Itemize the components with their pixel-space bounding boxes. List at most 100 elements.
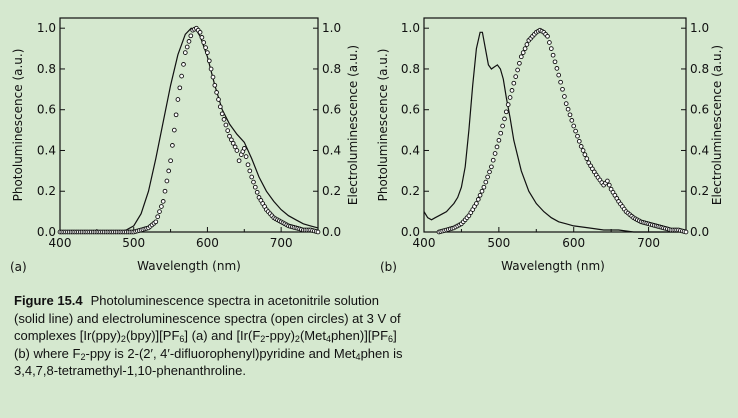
el-point-b — [578, 144, 584, 149]
el-point-b — [554, 66, 560, 71]
y-right-tick-labels-a: 0.0 0.2 0.4 0.6 0.8 1.0 — [322, 21, 341, 239]
series-group-b — [423, 27, 689, 235]
caption-sub: 2 — [260, 334, 266, 344]
y-left-tick-label-b: 0.0 — [401, 225, 420, 239]
el-point-b — [576, 138, 582, 144]
el-point-a — [173, 112, 179, 118]
el-point-a — [251, 179, 256, 185]
el-point-a — [201, 40, 207, 45]
x-axis-label-b: Wavelength (nm) — [501, 259, 605, 273]
el-point-a — [254, 189, 260, 195]
el-point-b — [571, 123, 577, 129]
y-right-tick-label-a: 0.6 — [322, 103, 341, 117]
el-point-b — [485, 174, 490, 180]
y-right-tick-label-b: 1.0 — [690, 21, 709, 35]
el-point-b — [502, 116, 507, 122]
caption-text-6: phen)][PF — [330, 328, 389, 343]
axis-ticks-a — [59, 27, 319, 233]
el-point-b — [487, 169, 492, 175]
series-group-a — [57, 25, 321, 235]
el-point-b — [496, 137, 502, 143]
el-point-b — [505, 102, 511, 107]
el-point-a — [160, 199, 166, 204]
el-point-b — [522, 46, 528, 51]
el-point-b — [606, 182, 612, 188]
el-point-a — [186, 39, 192, 44]
el-point-b — [548, 46, 554, 51]
y-axis-left-label-a: Photoluminescence (a.u.) — [11, 49, 25, 202]
el-point-a — [179, 73, 184, 79]
el-point-a — [232, 144, 238, 150]
el-point-a — [219, 111, 225, 117]
el-point-a — [184, 44, 190, 50]
el-point-a — [199, 35, 205, 40]
el-point-b — [584, 156, 590, 161]
y-left-tick-label-a: 1.0 — [37, 21, 56, 35]
y-left-tick-labels-a: 0.0 0.2 0.4 0.6 0.8 1.0 — [37, 21, 56, 239]
el-point-b — [500, 123, 505, 129]
y-left-tick-label-a: 0.8 — [37, 62, 56, 76]
pl-line-a — [60, 27, 319, 233]
el-point-b — [511, 80, 517, 86]
y-right-tick-label-b: 0.4 — [690, 143, 709, 157]
el-point-b — [565, 106, 571, 112]
el-point-b — [492, 151, 498, 156]
x-tick-label-a: 500 — [122, 236, 145, 250]
chart-panel-b: 400 500 600 700 0.00.20.40.60.81.0 0.00.20.… — [376, 17, 724, 274]
el-point-b — [481, 184, 487, 190]
el-point-b — [550, 52, 556, 58]
caption-label: Figure 15.4 — [14, 293, 83, 308]
x-tick-label-a: 600 — [196, 236, 219, 250]
el-point-b — [560, 86, 565, 92]
el-point-a — [168, 158, 173, 164]
el-point-b — [479, 188, 485, 194]
caption-sub: 2 — [80, 351, 86, 362]
el-point-a — [230, 140, 236, 146]
el-point-b — [483, 179, 489, 185]
x-tick-label-a: 700 — [270, 236, 293, 250]
x-tick-label-b: 400 — [413, 236, 436, 250]
el-point-a — [221, 117, 227, 122]
el-point-a — [234, 148, 240, 153]
el-point-a — [315, 229, 321, 235]
el-point-a — [229, 137, 234, 143]
y-axis-left-label-b: Photoluminescence (a.u.) — [376, 49, 390, 202]
el-point-a — [252, 184, 258, 190]
y-right-tick-label-b: 0.2 — [690, 184, 709, 198]
x-axis-label-a: Wavelength (nm) — [137, 259, 241, 273]
caption-text-8: -ppy is 2-(2′, 4′-difluorophenyl)pyridin… — [85, 345, 356, 361]
panel-label-a: (a) — [10, 260, 27, 274]
el-point-b — [515, 67, 520, 73]
el-point-a — [155, 214, 161, 220]
el-point-a — [162, 188, 168, 194]
el-point-b — [547, 40, 552, 45]
y-left-tick-label-b: 1.0 — [401, 21, 420, 35]
el-point-a — [157, 209, 162, 214]
y-axis-right-label-a: Electroluminescence (a.u.) — [346, 45, 360, 205]
el-point-b — [517, 60, 522, 66]
x-tick-labels-b: 400 500 600 700 — [413, 236, 660, 250]
y-left-tick-label-a: 0.0 — [37, 225, 56, 239]
caption-sub: 4 — [355, 351, 361, 362]
el-point-a — [166, 168, 172, 174]
caption-text-5: (Met — [299, 328, 326, 343]
el-point-b — [513, 74, 519, 79]
el-point-b — [569, 118, 575, 123]
el-point-b — [573, 128, 578, 134]
el-point-a — [170, 143, 175, 148]
el-point-a — [247, 168, 253, 174]
el-point-a — [236, 158, 242, 164]
el-point-b — [520, 50, 526, 55]
y-right-tick-label-a: 0.8 — [322, 62, 341, 76]
el-point-b — [507, 95, 513, 100]
y-left-tick-label-b: 0.4 — [401, 143, 420, 157]
el-point-b — [475, 197, 481, 202]
y-left-tick-label-a: 0.6 — [37, 103, 56, 117]
caption-text-2: (bpy)][PF — [125, 328, 180, 343]
el-point-b — [558, 79, 563, 85]
y-right-tick-label-b: 0.0 — [690, 225, 709, 239]
el-point-b — [575, 133, 580, 139]
el-point-a — [245, 162, 251, 168]
plot-frame-b — [423, 17, 687, 233]
el-point-b — [605, 178, 610, 184]
